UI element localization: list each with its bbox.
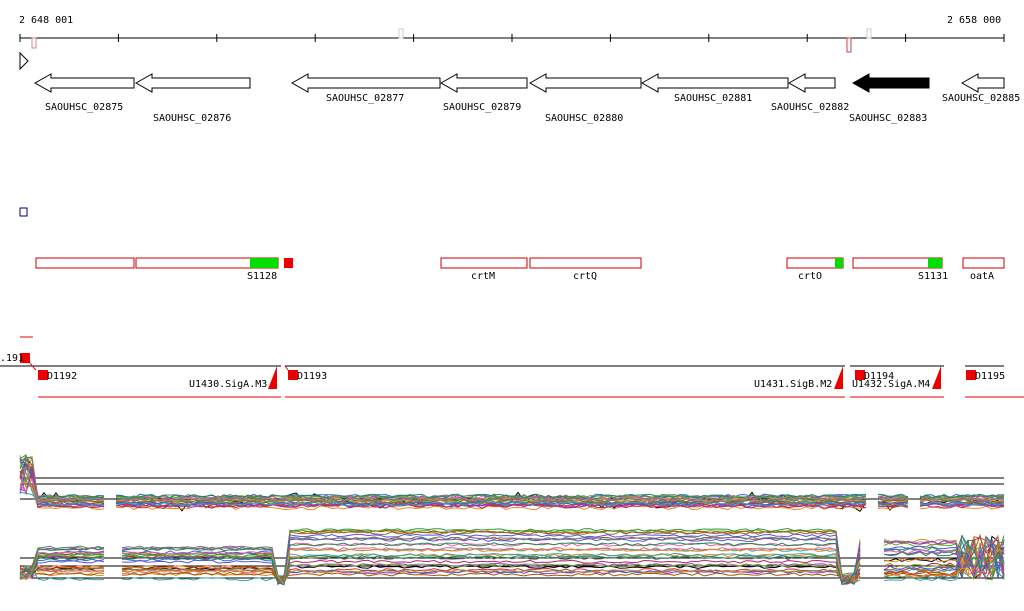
coordinate-axis: 2 648 001 2 658 000 xyxy=(19,15,1005,53)
feature-red-block[interactable] xyxy=(284,258,293,268)
expression-series-top xyxy=(19,459,1005,499)
expression-series-top xyxy=(19,459,1005,501)
segment-marker[interactable] xyxy=(288,370,298,380)
expression-series-bottom xyxy=(19,533,1005,583)
gene-SAOUHSC_02875[interactable]: SAOUHSC_02875 xyxy=(33,73,135,113)
axis-marker-mid xyxy=(398,28,404,39)
segment-label: .191 xyxy=(0,353,24,364)
gene-label: SAOUHSC_02876 xyxy=(153,113,231,124)
expression-series-top xyxy=(19,463,1005,500)
gene-label: SAOUHSC_02879 xyxy=(443,102,521,113)
gene-label: SAOUHSC_02882 xyxy=(771,102,849,113)
axis-marker-right xyxy=(846,37,852,53)
segment-marker[interactable] xyxy=(966,370,976,380)
segment-connector xyxy=(284,365,289,371)
segment-marker[interactable] xyxy=(20,353,30,363)
feature-label: oatA xyxy=(970,271,994,282)
feature-label: crtQ xyxy=(573,271,597,282)
gene-label: SAOUHSC_02881 xyxy=(674,93,752,104)
segment-gap xyxy=(281,360,285,402)
gene-label: SAOUHSC_02883 xyxy=(849,113,927,124)
expression-series-bottom xyxy=(19,542,1005,582)
expression-series-bottom xyxy=(19,534,1005,586)
expression-series-bottom xyxy=(19,542,1005,584)
segment-label: U1430.SigA.M3 xyxy=(189,379,267,390)
expression-panel-top xyxy=(19,454,1005,512)
expression-series-top xyxy=(19,455,1005,501)
gene-SAOUHSC_02879[interactable]: SAOUHSC_02879 xyxy=(439,73,528,113)
gene-arrow-selected[interactable] xyxy=(851,73,930,93)
expression-series-top xyxy=(19,463,1005,511)
segment-arrow-icon xyxy=(268,366,277,389)
expression-series-top xyxy=(19,461,1005,507)
segment-gap xyxy=(845,360,850,402)
feature-box-crtO[interactable] xyxy=(786,257,844,269)
feature-track: S1128 crtM crtQ crtO S1131 oatA xyxy=(35,257,1005,282)
segment-label: D1193 xyxy=(297,371,327,382)
gene-SAOUHSC_02880[interactable]: SAOUHSC_02880 xyxy=(528,73,642,124)
segment-arrow-icon xyxy=(932,366,941,389)
expression-series-top xyxy=(19,456,1005,503)
expression-series-top xyxy=(19,463,1004,499)
expression-panel-bottom xyxy=(19,527,1005,586)
segment-label: D1194 xyxy=(864,371,894,382)
gene-SAOUHSC_02882[interactable]: SAOUHSC_02882 xyxy=(771,73,849,113)
gene-label: SAOUHSC_02877 xyxy=(326,93,404,104)
feature-label: S1131 xyxy=(918,271,948,282)
segment-label: D1192 xyxy=(47,371,77,382)
gene-SAOUHSC_02883[interactable]: SAOUHSC_02883 xyxy=(849,73,930,124)
feature-label: crtM xyxy=(471,271,495,282)
feature-green-S1131 xyxy=(928,258,942,268)
feature-box[interactable] xyxy=(35,257,135,269)
segment-label: D1195 xyxy=(975,371,1005,382)
feature-green-S1128 xyxy=(250,258,278,268)
feature-label: S1128 xyxy=(247,271,277,282)
feature-box-crtQ[interactable] xyxy=(529,257,642,269)
gene-track: SAOUHSC_02875 SAOUHSC_02876 SAOUHSC_0287… xyxy=(33,73,1020,124)
gene-label: SAOUHSC_02880 xyxy=(545,113,623,124)
expression-series-top xyxy=(19,467,1005,508)
segment-arrow-icon xyxy=(834,366,843,389)
segment-marker[interactable] xyxy=(855,370,865,380)
segment-label: U1431.SigB.M2 xyxy=(754,379,832,390)
gene-label: SAOUHSC_02875 xyxy=(45,102,123,113)
segment-label: U1432.SigA.M4 xyxy=(852,379,930,390)
expression-series-bottom xyxy=(19,534,1005,583)
gene-arrow[interactable] xyxy=(33,73,135,93)
gene-arrow[interactable] xyxy=(960,73,1005,93)
feature-green-crtO xyxy=(835,258,843,268)
gene-arrow[interactable] xyxy=(439,73,528,93)
gene-arrow[interactable] xyxy=(134,73,251,93)
feature-label: crtO xyxy=(798,271,822,282)
segment-track: .191 D1192 U1430.SigA.M3 D1193 U1431.Sig… xyxy=(0,353,1024,402)
gene-SAOUHSC_02885[interactable]: SAOUHSC_02885 xyxy=(942,73,1020,104)
axis-ticks xyxy=(19,34,1005,42)
axis-marker-left xyxy=(31,37,37,49)
feature-box-oatA[interactable] xyxy=(962,257,1005,269)
gene-SAOUHSC_02881[interactable]: SAOUHSC_02881 xyxy=(640,73,789,104)
segment-connector xyxy=(29,362,37,371)
gene-arrow[interactable] xyxy=(528,73,642,93)
gene-SAOUHSC_02877[interactable]: SAOUHSC_02877 xyxy=(290,73,441,104)
blue-marker xyxy=(19,207,28,217)
axis-start-label: 2 648 001 xyxy=(19,15,73,26)
axis-marker-right-2 xyxy=(866,28,872,39)
gene-arrow[interactable] xyxy=(640,73,789,93)
axis-end-label: 2 658 000 xyxy=(947,15,1001,26)
gene-SAOUHSC_02876[interactable]: SAOUHSC_02876 xyxy=(134,73,251,124)
gene-arrow[interactable] xyxy=(290,73,441,93)
segment-gap xyxy=(944,360,965,402)
gene-label: SAOUHSC_02885 xyxy=(942,93,1020,104)
strand-indicator-icon xyxy=(19,51,29,71)
feature-box-crtM[interactable] xyxy=(440,257,528,269)
segment-marker[interactable] xyxy=(38,370,48,380)
gene-arrow[interactable] xyxy=(787,73,836,93)
